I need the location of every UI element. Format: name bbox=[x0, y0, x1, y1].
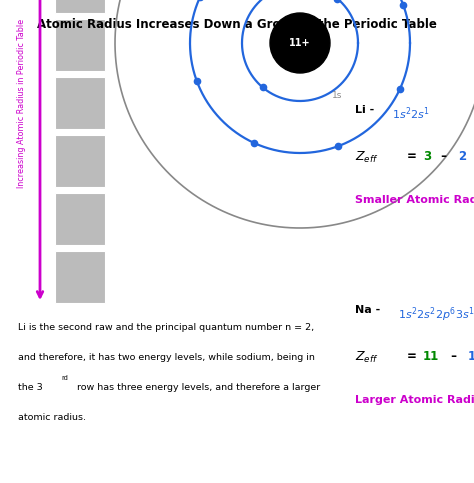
Text: Na -: Na - bbox=[355, 305, 384, 315]
Bar bbox=[55, 193, 105, 245]
Text: 11+: 11+ bbox=[289, 38, 311, 48]
Text: 2: 2 bbox=[458, 150, 466, 163]
Text: the 3: the 3 bbox=[18, 383, 43, 392]
Text: $1s^{2}2s^{2}2p^{6}3s^{1}$: $1s^{2}2s^{2}2p^{6}3s^{1}$ bbox=[398, 305, 474, 324]
Circle shape bbox=[270, 13, 330, 73]
Text: $1s^{2}2s^{1}$: $1s^{2}2s^{1}$ bbox=[392, 105, 430, 122]
Text: =: = bbox=[407, 350, 421, 363]
Text: and therefore, it has two energy levels, while sodium, being in: and therefore, it has two energy levels,… bbox=[18, 353, 315, 362]
Text: –: – bbox=[437, 150, 451, 163]
Text: row has three energy levels, and therefore a larger: row has three energy levels, and therefo… bbox=[74, 383, 320, 392]
Text: Li -: Li - bbox=[355, 105, 378, 115]
Bar bbox=[55, 251, 105, 303]
Text: 10: 10 bbox=[468, 350, 474, 363]
Text: =: = bbox=[407, 150, 421, 163]
Text: Increasing Atomic Radius in Periodic Table: Increasing Atomic Radius in Periodic Tab… bbox=[18, 18, 27, 187]
Text: $Z_{eff}$: $Z_{eff}$ bbox=[355, 350, 379, 365]
Text: 3: 3 bbox=[423, 150, 431, 163]
Text: –: – bbox=[447, 350, 461, 363]
Text: = 1+: = 1+ bbox=[472, 150, 474, 163]
Text: Larger Atomic Radius: Larger Atomic Radius bbox=[355, 395, 474, 405]
Bar bbox=[55, 77, 105, 129]
Text: Smaller Atomic Radius: Smaller Atomic Radius bbox=[355, 195, 474, 205]
Text: Li is the second raw and the principal quantum number n = 2,: Li is the second raw and the principal q… bbox=[18, 323, 314, 332]
Text: 11: 11 bbox=[423, 350, 439, 363]
Text: 1s: 1s bbox=[332, 90, 342, 99]
Bar bbox=[55, 0, 105, 13]
Bar bbox=[55, 19, 105, 71]
Text: atomic radius.: atomic radius. bbox=[18, 413, 86, 422]
Text: Atomic Radius Increases Down a Group in the Periodic Table: Atomic Radius Increases Down a Group in … bbox=[37, 18, 437, 31]
Bar bbox=[55, 135, 105, 187]
Text: rd: rd bbox=[61, 375, 68, 381]
Text: $Z_{eff}$: $Z_{eff}$ bbox=[355, 150, 379, 165]
